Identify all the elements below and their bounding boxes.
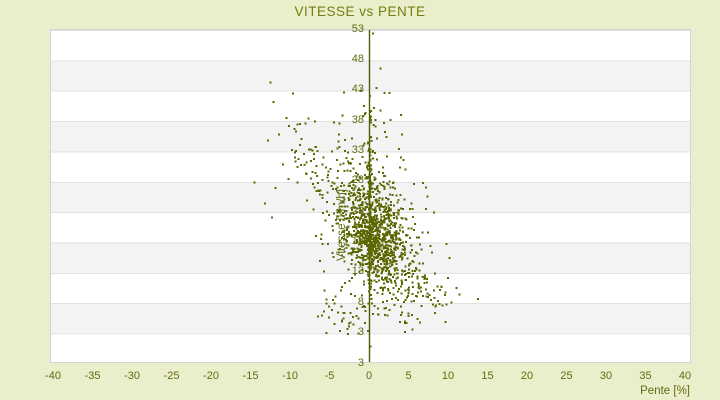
scatter-canvas [253,30,479,362]
x-tick-label: 40 [678,370,692,382]
y-axis-title: Vitesse [km/h] [336,189,348,262]
x-tick-label: -20 [203,370,219,382]
y-tick-label: 43 [351,83,364,96]
x-tick-label: -35 [84,370,101,382]
y-tick-label: 53 [351,22,364,35]
x-tick-label: 10 [441,370,455,382]
y-tick-label: 33 [351,143,364,156]
y-tick-label: 3 [357,326,364,339]
x-tick-label: 25 [560,370,573,382]
plot-area [50,29,691,363]
x-tick-label: -5 [324,370,335,382]
x-tick-label: -30 [124,370,140,382]
x-tick-label: 15 [481,370,494,382]
x-tick-label: 20 [520,370,534,382]
chart-title: VITESSE vs PENTE [294,4,426,19]
x-tick-label: 5 [405,370,412,382]
y-tick-label: 48 [351,52,364,65]
x-tick-label: 35 [639,370,652,382]
x-tick-label: -25 [163,370,180,382]
y-tick-label: 23 [351,204,364,217]
x-tick-label: 0 [365,370,373,382]
y-tick-label: 8 [357,295,364,308]
y-tick-label: 38 [351,113,364,126]
x-tick-label: -40 [45,370,61,382]
y-tick-label: 3 [357,356,364,369]
x-axis-title: Pente [%] [640,385,690,397]
y-tick-label: 13 [351,265,364,278]
data-points [253,32,479,348]
y-tick-label: 28 [351,174,364,187]
x-tick-label: 30 [599,370,613,382]
x-tick-label: -15 [242,370,259,382]
x-tick-label: -10 [282,370,298,382]
y-tick-label: 18 [351,235,364,248]
